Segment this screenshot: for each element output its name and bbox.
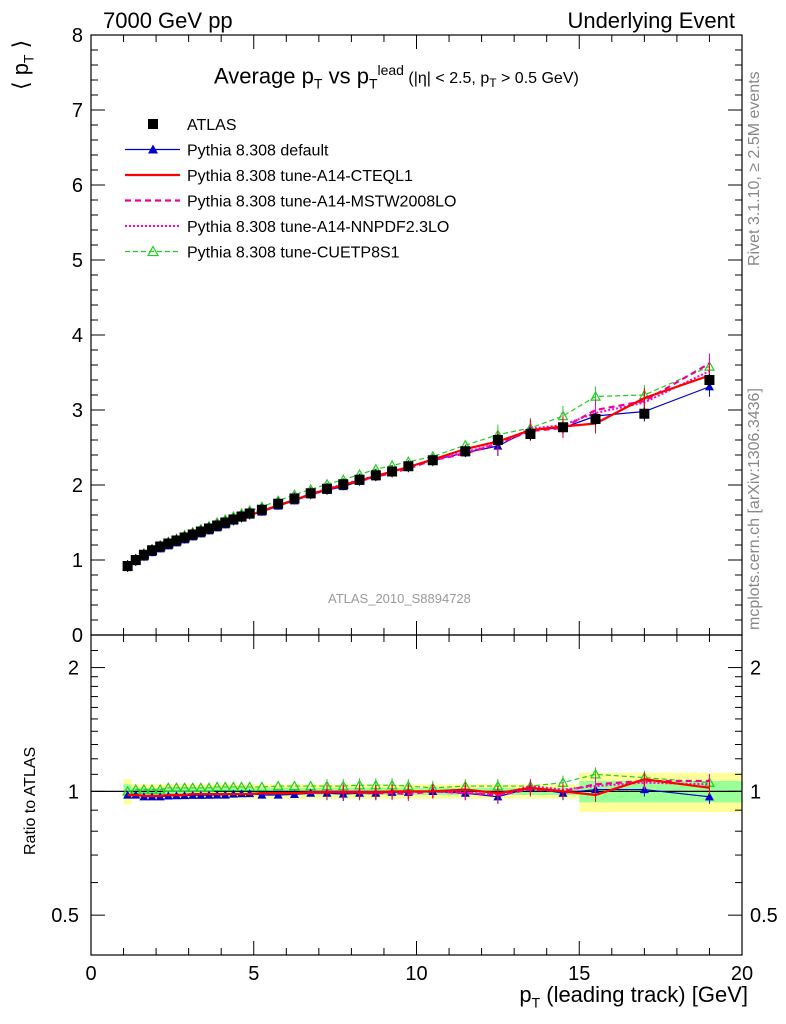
- header-left: 7000 GeV pp: [103, 8, 233, 33]
- series-line-default: [127, 386, 710, 568]
- ratio-marker-default: [273, 790, 283, 799]
- x-tick-label: 0: [85, 963, 96, 985]
- legend-label-cuetp: Pythia 8.308 tune-CUETP8S1: [187, 245, 400, 262]
- data-point: [321, 483, 332, 494]
- series-line-cuetp: [127, 365, 710, 567]
- legend-marker-data: [148, 119, 158, 129]
- legend-label-default: Pythia 8.308 default: [187, 143, 329, 160]
- y-tick-label-ratio: 0.5: [51, 905, 79, 927]
- main-title: Average pT vs pTlead (|η| < 2.5, pT > 0.…: [214, 62, 579, 92]
- data-point: [187, 529, 198, 540]
- data-point: [179, 532, 190, 543]
- data-point: [220, 517, 231, 528]
- data-point: [370, 470, 381, 481]
- data-point: [212, 520, 223, 531]
- data-point: [305, 488, 316, 499]
- data-point: [354, 474, 365, 485]
- data-point: [639, 408, 650, 419]
- y-tick-label-ratio-right: 2: [750, 658, 761, 680]
- data-point: [460, 446, 471, 457]
- data-point: [130, 555, 141, 565]
- x-tick-label: 15: [568, 963, 590, 985]
- y-tick-label-ratio-right: 0.5: [750, 905, 778, 927]
- header-right: Underlying Event: [567, 8, 735, 33]
- data-point: [244, 508, 255, 519]
- y-tick-label-main: 0: [72, 625, 83, 647]
- legend-marker-default: [148, 144, 158, 154]
- mcplots-label: mcplots.cern.ch [arXiv:1306.3436]: [746, 388, 763, 630]
- y-axis-label-ratio: Ratio to ATLAS: [22, 746, 39, 855]
- data-point: [273, 498, 284, 509]
- x-tick-label: 10: [405, 963, 427, 985]
- legend-label-mstw: Pythia 8.308 tune-A14-MSTW2008LO: [187, 194, 456, 211]
- data-point: [228, 514, 239, 525]
- legend-label-cteql1: Pythia 8.308 tune-A14-CTEQL1: [187, 168, 413, 185]
- data-point: [155, 541, 166, 552]
- y-tick-label-main: 1: [72, 550, 83, 572]
- y-tick-label-ratio: 1: [68, 781, 79, 803]
- y-tick-label-main: 2: [72, 475, 83, 497]
- data-point: [557, 422, 568, 433]
- x-tick-label: 20: [731, 963, 753, 985]
- data-point: [203, 523, 214, 534]
- data-point: [147, 545, 158, 556]
- data-point: [590, 414, 601, 424]
- data-point: [403, 461, 414, 472]
- x-tick-label: 5: [248, 963, 259, 985]
- data-point: [704, 375, 715, 385]
- x-axis-label: pT (leading track) [GeV]: [519, 982, 748, 1011]
- rivet-label: Rivet 3.1.10, ≥ 2.5M events: [746, 71, 763, 266]
- legend-marker-cuetp: [146, 245, 160, 257]
- analysis-id: ATLAS_2010_S8894728: [328, 591, 471, 606]
- data-point: [256, 504, 267, 515]
- series-line-nnpdf: [127, 370, 710, 569]
- ratio-line-cteql1: [127, 778, 710, 797]
- y-tick-label-main: 7: [72, 100, 83, 122]
- y-tick-label-ratio: 2: [68, 658, 79, 680]
- data-point: [236, 511, 247, 522]
- y-tick-label-main: 5: [72, 250, 83, 272]
- y-tick-label-main: 6: [72, 175, 83, 197]
- data-point: [387, 466, 398, 477]
- y-tick-label-main: 3: [72, 400, 83, 422]
- data-point: [122, 561, 133, 571]
- series-line-mstw: [126, 362, 710, 569]
- legend-label-data: ATLAS: [187, 117, 237, 134]
- y-axis-label-main: ⟨ pT ⟩: [8, 39, 37, 90]
- data-point: [163, 538, 174, 549]
- ratio-marker-cuetp: [288, 780, 300, 791]
- ratio-marker-cuetp: [272, 780, 284, 791]
- data-point: [171, 535, 182, 546]
- ratio-line-cuetp: [127, 773, 710, 792]
- data-point: [138, 549, 149, 560]
- data-point: [338, 479, 349, 490]
- legend-label-nnpdf: Pythia 8.308 tune-A14-NNPDF2.3LO: [187, 219, 449, 236]
- marker-default: [704, 382, 714, 391]
- data-point: [289, 493, 300, 504]
- ratio-marker-default: [704, 792, 714, 801]
- data-point: [525, 429, 536, 439]
- ratio-marker-default: [123, 790, 133, 799]
- y-tick-label-main: 8: [72, 25, 83, 47]
- ratio-marker-default: [257, 790, 267, 799]
- data-point: [492, 435, 503, 445]
- y-tick-label-main: 4: [72, 325, 83, 347]
- data-point: [427, 455, 438, 466]
- y-tick-label-ratio-right: 1: [750, 781, 761, 803]
- data-point: [195, 526, 206, 537]
